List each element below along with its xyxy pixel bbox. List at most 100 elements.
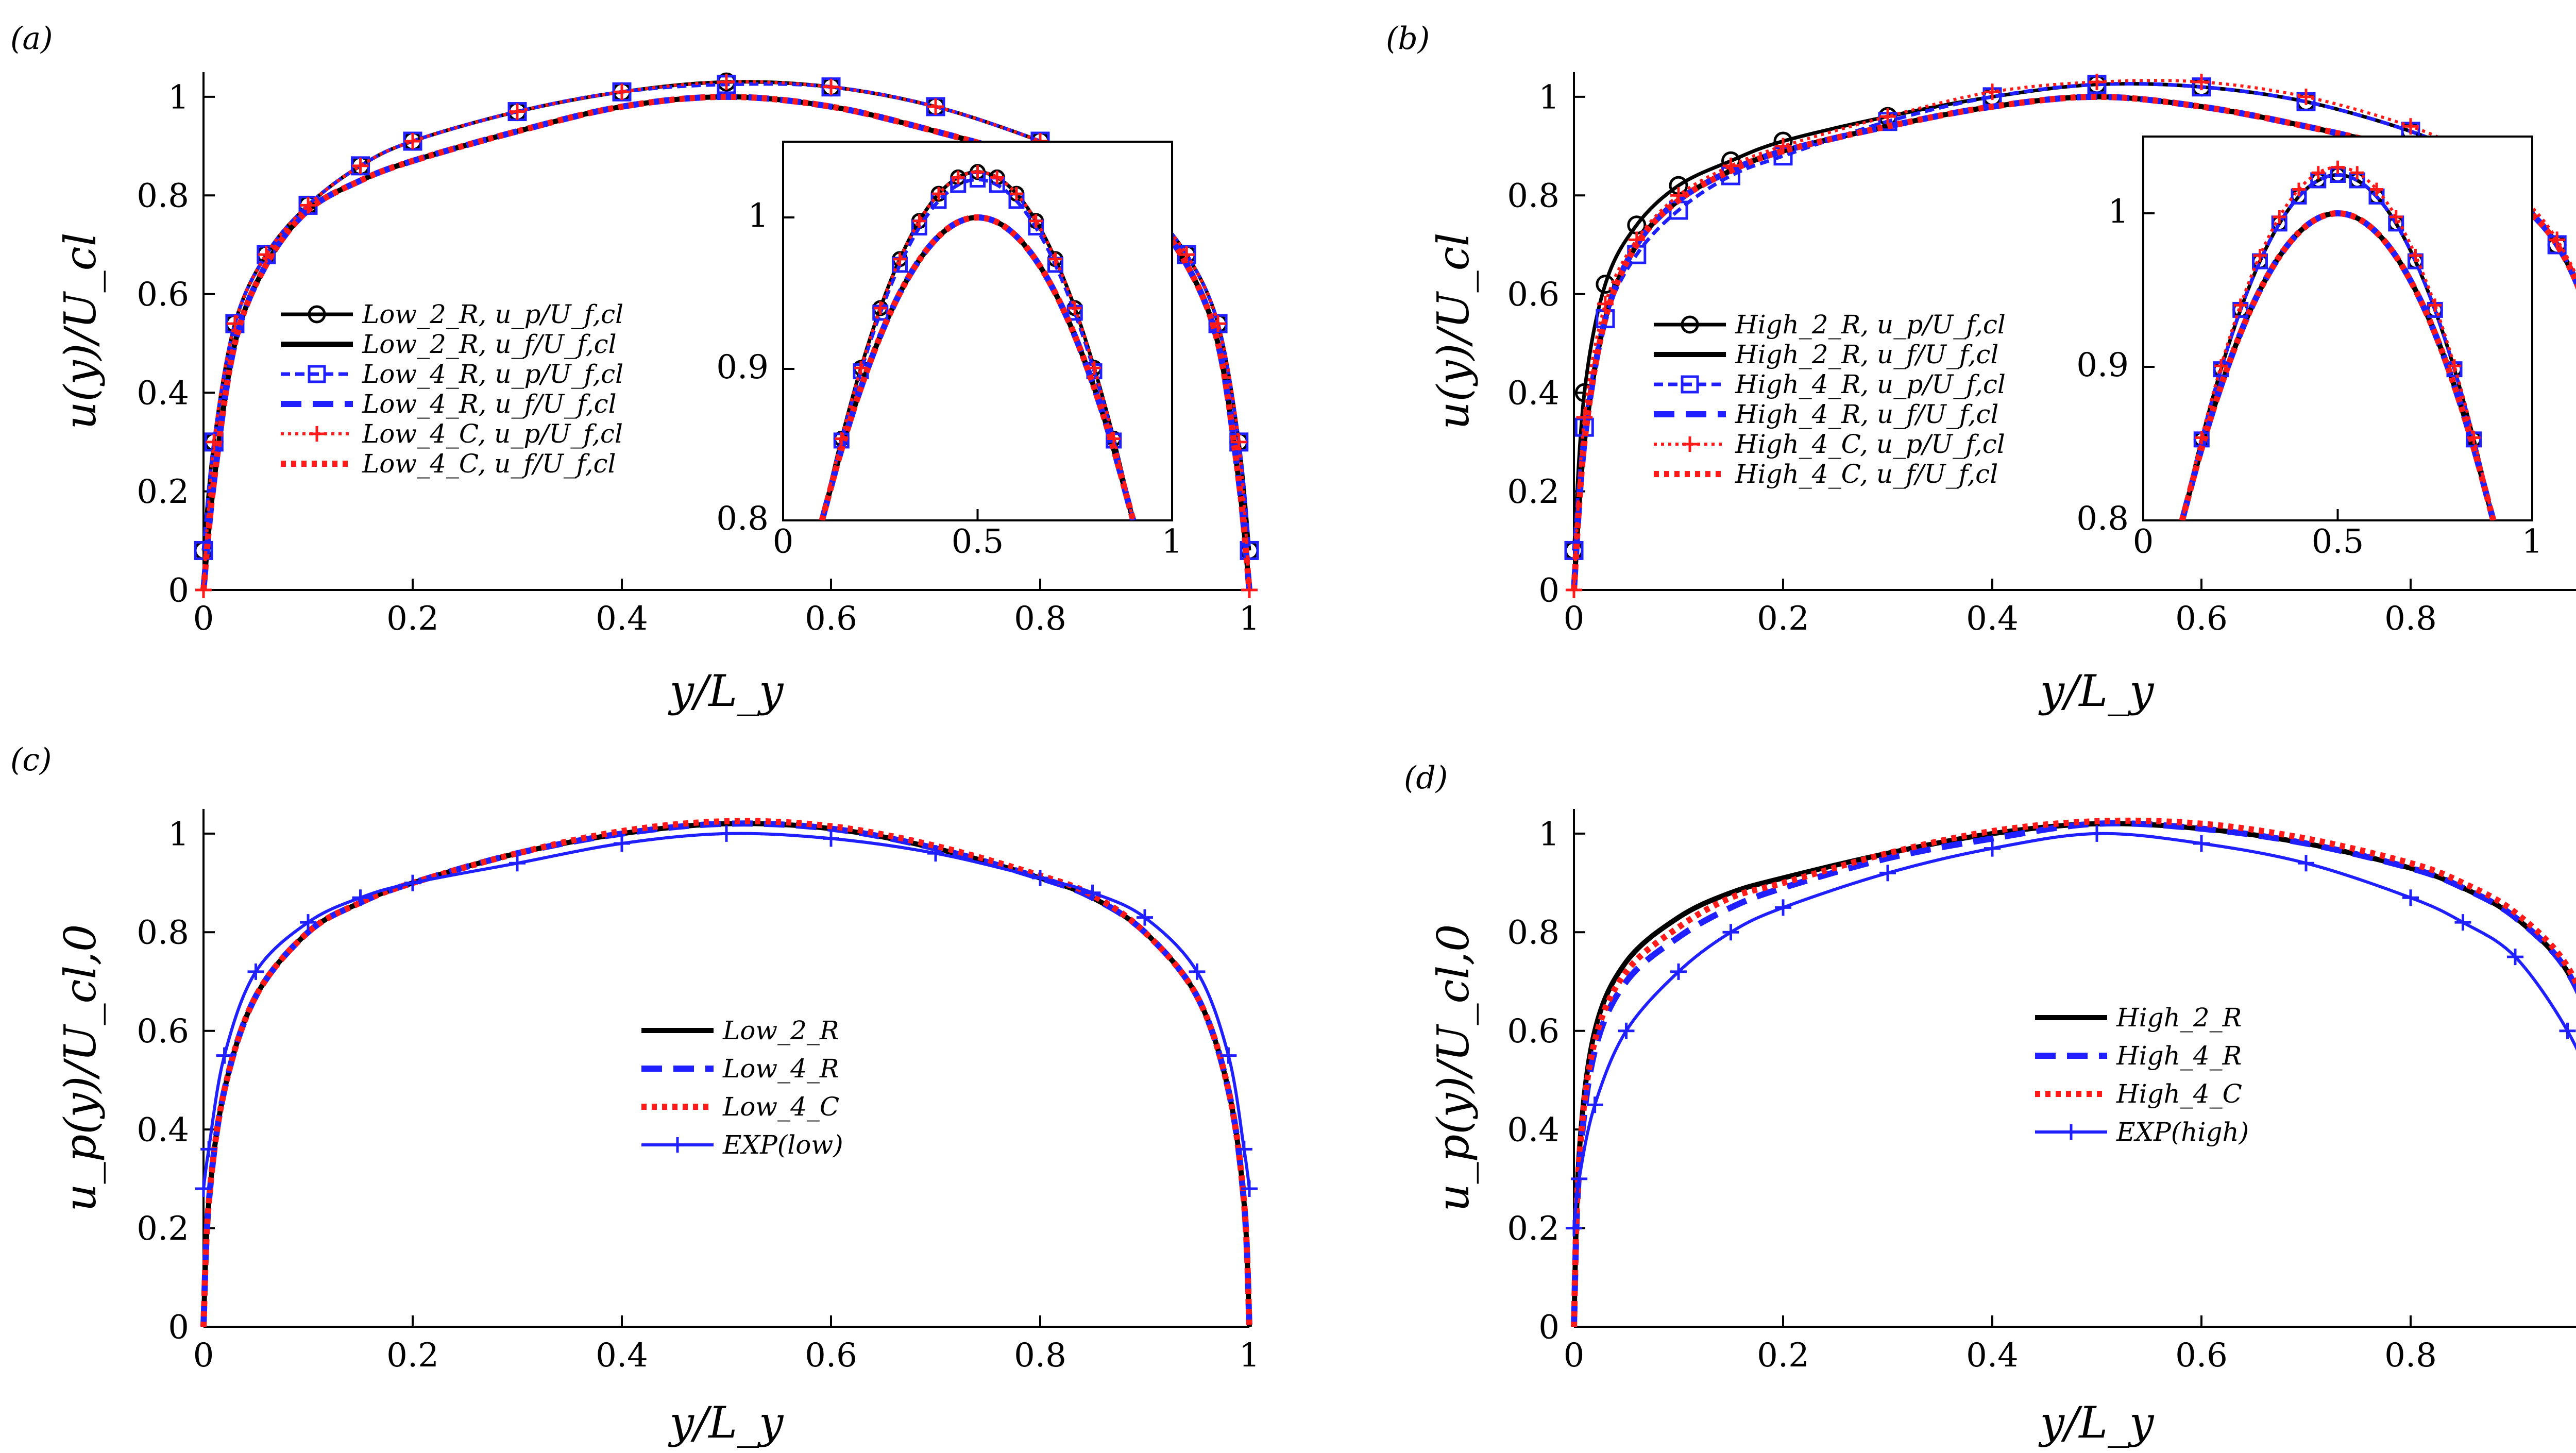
x-axis-label: y/L_y <box>2038 666 2155 716</box>
panel-a-xtick-label: 0.8 <box>1014 600 1066 638</box>
y-axis-label: u(y)/U_cl <box>1428 232 1479 429</box>
panel-a-xtick-label: 0.4 <box>596 600 648 638</box>
panel-c-xtick-label: 0 <box>193 1337 214 1375</box>
inset-series-low-4-c-u-p-u-f-cl-marker <box>893 252 907 266</box>
series-exp-high-marker <box>1618 1022 1635 1039</box>
series-exp-high-marker <box>2559 1022 2576 1039</box>
series-exp-high-marker <box>1722 924 1739 941</box>
panel-a-xtick-label: 0.6 <box>805 600 857 638</box>
series-low-4-r-u-f-u-f-cl-line <box>200 93 1252 590</box>
inset-frame <box>2142 136 2533 521</box>
panel-c-ytick-label: 0 <box>168 1308 189 1346</box>
x-axis-label: y/L_y <box>668 666 785 716</box>
legend-entry: Low_4_C, u_p/U_f,cl <box>362 419 623 449</box>
inset-series-high-4-c-u-p-u-f-cl-marker <box>2331 160 2345 174</box>
panel-a-ytick-label: 0.2 <box>137 473 189 511</box>
series-exp-low-marker <box>1235 1141 1252 1158</box>
inset: 0 0.5 1 0.8 0.9 1 <box>2076 136 2543 561</box>
panel-d-ytick-label: 0.8 <box>1507 914 1560 952</box>
series-high-4-c-u-p-u-f-cl-marker <box>1984 83 2001 100</box>
series-high-4-c-line <box>1571 817 2576 1327</box>
series-exp-low-marker <box>1084 884 1101 901</box>
legend-entry: Low_2_R, u_p/U_f,cl <box>362 299 623 329</box>
panel-d-ytick-label: 0.6 <box>1507 1012 1560 1051</box>
panel-a-ytick-label: 0 <box>168 571 189 610</box>
panel-c-ytick-label: 1 <box>168 815 189 853</box>
legend-swatch-marker <box>1681 375 1699 394</box>
panel-b-xtick-label: 0 <box>1564 600 1585 638</box>
inset-series-low-4-c-u-p-u-f-cl-marker <box>1048 252 1062 266</box>
inset-series-high-4-c-u-p-u-f-cl-marker <box>2273 210 2286 224</box>
series-low-4-c-u-p-u-f-cl-marker <box>927 98 944 115</box>
panel-b-xtick-label: 0.6 <box>2175 600 2228 638</box>
inset-series-high-4-c-u-p-u-f-cl-marker <box>2214 359 2228 373</box>
x-axis-label: y/L_y <box>2038 1397 2155 1448</box>
legend-swatch-marker <box>670 1137 685 1153</box>
inset-ytick-label: 1 <box>748 197 769 235</box>
inset-series-low-4-c-u-p-u-f-cl <box>820 170 1135 520</box>
series-high-4-c-u-p-u-f-cl-marker <box>1879 108 1896 125</box>
panel-d-ytick-label: 0.4 <box>1507 1111 1560 1150</box>
legend-entry: Low_2_R <box>722 1016 839 1045</box>
panel-b-ytick-label: 0.8 <box>1507 177 1560 215</box>
y-axis-label: u_p(y)/U_cl,0 <box>1428 924 1479 1211</box>
legend-swatch-marker <box>1681 315 1699 334</box>
y-axis-label: u(y)/U_cl <box>55 232 106 429</box>
inset-series-high-4-c-u-p-u-f-cl-marker <box>2292 182 2306 196</box>
series-low-4-c-u-p-u-f-cl-marker <box>404 133 421 149</box>
panel-tag: (c) <box>10 742 52 778</box>
series-exp-high-marker <box>2089 825 2105 842</box>
inset-series-high-4-c-u-p-u-f-cl-marker <box>2350 166 2364 180</box>
panel-a-ytick-label: 0.6 <box>137 276 189 314</box>
inset-series-low-4-c-u-f-u-f-cl <box>819 214 1137 520</box>
panel-d-xtick-label: 0.4 <box>1966 1337 2019 1375</box>
series-exp-high-marker <box>1775 899 1791 916</box>
panel-d-xtick-label: 0.2 <box>1757 1337 1809 1375</box>
panel-c: (c) 0 0.2 0.4 0.6 0.8 1 0 0.2 0.4 0.6 0.8 1 y/L_y u_p(… <box>10 742 1260 1448</box>
series-exp-low-marker <box>1032 870 1048 886</box>
inset-series-high-4-c-u-p-u-f-cl-marker <box>2370 182 2383 196</box>
panel-a-xtick-label: 1 <box>1239 600 1260 638</box>
legend-entry: Low_4_R <box>722 1054 839 1084</box>
inset-series-low-4-c-u-p-u-f-cl-marker <box>951 171 965 184</box>
inset-series-low-4-c-u-p-u-f-cl-marker <box>932 187 945 201</box>
inset-series-low-4-c-u-p-u-f-cl-marker <box>912 214 926 228</box>
inset-series-high-4-c-u-p-u-f-cl-marker <box>2409 248 2422 262</box>
panel-c-ytick-label: 0.8 <box>137 914 189 952</box>
inset-xtick-label: 0 <box>2133 522 2154 561</box>
panel-b-ytick-label: 0.4 <box>1507 375 1560 413</box>
panel-c-ytick-label: 0.6 <box>137 1012 189 1051</box>
inset-frame <box>782 141 1173 521</box>
panel-a-xtick-label: 0 <box>193 600 214 638</box>
series-low-4-c-u-p-u-f-cl-marker <box>718 74 735 91</box>
series-exp-high-marker <box>1566 1220 1582 1237</box>
inset-xtick-label: 0 <box>773 522 794 561</box>
series-exp-high-marker <box>2193 835 2210 852</box>
x-axis-label: y/L_y <box>668 1397 785 1448</box>
legend-entry: High_4_C, u_f/U_f,cl <box>1735 459 1998 489</box>
y-axis-label: u_p(y)/U_cl,0 <box>55 924 106 1211</box>
series-exp-low-marker <box>1189 963 1206 980</box>
legend-swatch-marker <box>309 426 325 442</box>
panel-a-xtick-label: 0.2 <box>386 600 439 638</box>
legend-entry: High_2_R <box>2116 1003 2242 1033</box>
inset: 0 0.5 1 0.8 0.9 1 <box>716 141 1182 561</box>
legend-entry: EXP(low) <box>722 1130 843 1160</box>
panel-d-ytick-label: 0 <box>1538 1308 1560 1346</box>
inset-series-low-4-c-u-p-u-f-cl-marker <box>971 165 985 179</box>
inset-ytick-label: 0.9 <box>716 348 769 386</box>
series-exp-low-marker <box>718 825 735 842</box>
legend-entry: Low_4_R, u_f/U_f,cl <box>362 389 617 419</box>
series-low-4-c-u-p-u-f-cl-marker <box>509 103 526 120</box>
series-low-4-c-u-p-u-f-cl-marker <box>614 83 630 100</box>
inset-series-high-4-c-u-p-u-f-cl-marker <box>2389 210 2403 224</box>
panel-c-xtick-label: 0.6 <box>805 1337 857 1375</box>
series-high-2-r-u-p-u-f-cl-marker <box>1596 275 1615 294</box>
legend-entry: High_4_C <box>2116 1079 2242 1109</box>
panel-b-xtick-label: 0.2 <box>1757 600 1809 638</box>
series-exp-low-marker <box>614 835 630 852</box>
inset-series-high-4-r-u-f-u-f-cl <box>2179 210 2497 520</box>
